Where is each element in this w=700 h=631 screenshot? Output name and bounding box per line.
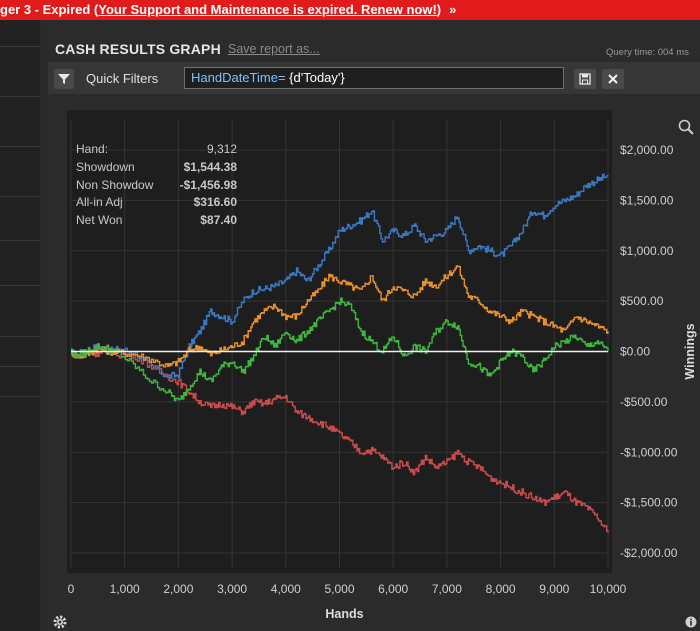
y-tick-label: $1,500.00 <box>620 193 674 207</box>
sidebar-divider <box>0 366 40 367</box>
sidebar-divider <box>0 285 40 286</box>
renew-link[interactable]: Your Support and Maintenance is expired.… <box>98 2 437 17</box>
stat-label: Non Showdow <box>76 177 154 192</box>
zoom-icon[interactable] <box>678 119 694 135</box>
banner-suffix: ) <box>436 2 442 17</box>
chevron-right-icon[interactable]: » <box>449 2 457 17</box>
y-tick-label: -$2,000.00 <box>620 546 678 560</box>
x-tick-label: 3,000 <box>217 582 247 596</box>
sidebar-divider <box>0 396 40 397</box>
stats-overlay: Hand: 9,312 Showdown $1,544.38 Non Showdow… <box>76 141 237 230</box>
x-tick-label: 10,000 <box>590 582 627 596</box>
series-line <box>71 173 609 379</box>
y-tick-label: $0.00 <box>620 345 650 359</box>
stat-label: Net Won <box>76 213 123 228</box>
y-tick-label: -$1,500.00 <box>620 496 678 510</box>
stat-label: All-in Adj <box>76 195 123 210</box>
save-filter-button[interactable] <box>574 69 596 89</box>
x-tick-label: 6,000 <box>378 582 408 596</box>
y-tick-label: $1,000.00 <box>620 244 674 258</box>
stat-row: Net Won $87.40 <box>76 212 237 230</box>
series-line <box>71 297 609 402</box>
license-banner: ger 3 - Expired (Your Support and Mainte… <box>0 0 700 20</box>
query-time: Query time: 004 ms <box>606 47 689 58</box>
quick-filters-label: Quick Filters <box>86 71 159 86</box>
save-report-link[interactable]: Save report as... <box>228 42 320 56</box>
sidebar-divider <box>0 196 40 197</box>
filter-button[interactable] <box>54 69 74 89</box>
y-tick-label: $2,000.00 <box>620 143 674 157</box>
stat-value: 9,312 <box>206 142 237 156</box>
x-tick-label: 4,000 <box>271 582 301 596</box>
stat-value: -$1,456.98 <box>179 177 237 192</box>
x-tick-label: 7,000 <box>432 582 462 596</box>
x-tick-label: 9,000 <box>539 582 569 596</box>
page-title: CASH RESULTS GRAPH <box>55 41 221 57</box>
y-axis-label: Winnings <box>683 323 697 379</box>
stat-value: $1,544.38 <box>183 159 237 174</box>
sidebar-divider <box>0 146 40 147</box>
y-tick-label: -$500.00 <box>620 395 668 409</box>
y-tick-label: -$1,000.00 <box>620 445 678 459</box>
stat-row: All-in Adj $316.60 <box>76 194 237 212</box>
sidebar-divider <box>0 240 40 241</box>
stat-row: Hand: 9,312 <box>76 141 237 159</box>
report-header: CASH RESULTS GRAPH Save report as... Que… <box>44 40 700 60</box>
x-tick-label: 8,000 <box>486 582 516 596</box>
stat-value: $316.60 <box>193 195 237 210</box>
filter-query-input[interactable]: HandDateTime= {d'Today'} <box>184 67 564 89</box>
sidebar-divider <box>0 96 40 97</box>
info-icon[interactable] <box>685 616 697 628</box>
query-key: HandDateTime= <box>191 70 286 85</box>
series-line <box>71 347 609 533</box>
series-line <box>71 265 609 368</box>
x-tick-label: 0 <box>68 582 75 596</box>
save-icon <box>579 73 591 85</box>
stat-row: Showdown $1,544.38 <box>76 159 237 177</box>
left-sidebar <box>0 20 40 631</box>
x-axis-label: Hands <box>325 607 363 621</box>
query-value: {d'Today'} <box>285 70 345 85</box>
sidebar-divider <box>0 46 40 47</box>
filter-icon <box>58 74 70 84</box>
stat-row: Non Showdow -$1,456.98 <box>76 177 237 195</box>
gear-icon[interactable] <box>52 614 68 630</box>
banner-prefix: ger 3 - Expired ( <box>0 2 99 17</box>
stat-label: Hand: <box>76 142 109 156</box>
quick-filter-bar: Quick Filters HandDateTime= {d'Today'} <box>48 62 700 94</box>
y-tick-label: $500.00 <box>620 294 664 308</box>
x-tick-label: 5,000 <box>324 582 354 596</box>
x-tick-label: 2,000 <box>163 582 193 596</box>
close-icon <box>608 74 618 84</box>
stat-label: Showdown <box>76 159 135 174</box>
stat-value: $87.40 <box>200 213 237 228</box>
sidebar-divider <box>0 336 40 337</box>
x-tick-label: 1,000 <box>110 582 140 596</box>
clear-filter-button[interactable] <box>602 69 624 89</box>
